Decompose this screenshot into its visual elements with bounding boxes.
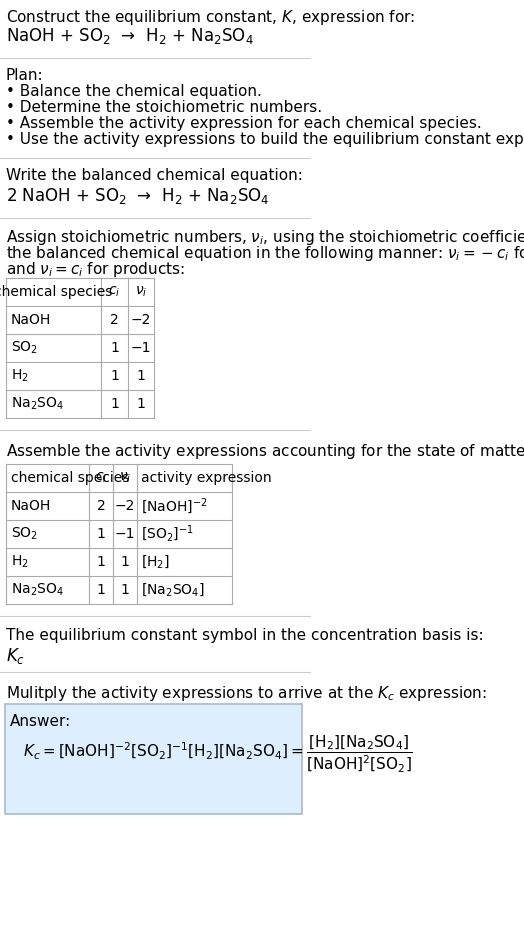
Text: Construct the equilibrium constant, $K$, expression for:: Construct the equilibrium constant, $K$,… <box>6 8 415 27</box>
Text: $K_c = [\mathrm{NaOH}]^{-2}[\mathrm{SO_2}]^{-1}[\mathrm{H_2}][\mathrm{Na_2SO_4}]: $K_c = [\mathrm{NaOH}]^{-2}[\mathrm{SO_2… <box>23 733 412 774</box>
Text: 1: 1 <box>96 583 105 597</box>
Text: • Determine the stoichiometric numbers.: • Determine the stoichiometric numbers. <box>6 100 322 115</box>
Text: and $\nu_i = c_i$ for products:: and $\nu_i = c_i$ for products: <box>6 260 185 279</box>
Text: chemical species: chemical species <box>0 285 113 299</box>
Text: $c_i$: $c_i$ <box>95 471 107 485</box>
Text: 1: 1 <box>137 369 146 383</box>
Text: −1: −1 <box>115 527 135 541</box>
Text: NaOH + SO$_2$  →  H$_2$ + Na$_2$SO$_4$: NaOH + SO$_2$ → H$_2$ + Na$_2$SO$_4$ <box>6 26 254 46</box>
Text: $\nu_i$: $\nu_i$ <box>135 284 147 300</box>
FancyBboxPatch shape <box>5 704 302 814</box>
Text: −2: −2 <box>131 313 151 327</box>
Text: $K_c$: $K_c$ <box>6 646 25 666</box>
Text: the balanced chemical equation in the following manner: $\nu_i = -c_i$ for react: the balanced chemical equation in the fo… <box>6 244 524 263</box>
Text: 1: 1 <box>110 369 119 383</box>
Text: Answer:: Answer: <box>9 714 71 729</box>
Text: Na$_2$SO$_4$: Na$_2$SO$_4$ <box>10 396 64 412</box>
Text: Assemble the activity expressions accounting for the state of matter and $\nu_i$: Assemble the activity expressions accoun… <box>6 442 524 461</box>
Text: [NaOH]$^{-2}$: [NaOH]$^{-2}$ <box>141 496 208 516</box>
Text: 2 NaOH + SO$_2$  →  H$_2$ + Na$_2$SO$_4$: 2 NaOH + SO$_2$ → H$_2$ + Na$_2$SO$_4$ <box>6 186 269 206</box>
Text: NaOH: NaOH <box>10 313 51 327</box>
Text: Assign stoichiometric numbers, $\nu_i$, using the stoichiometric coefficients, $: Assign stoichiometric numbers, $\nu_i$, … <box>6 228 524 247</box>
Text: 1: 1 <box>121 583 129 597</box>
Text: • Use the activity expressions to build the equilibrium constant expression.: • Use the activity expressions to build … <box>6 132 524 147</box>
Text: 1: 1 <box>110 341 119 355</box>
Text: −2: −2 <box>115 499 135 513</box>
Text: H$_2$: H$_2$ <box>10 553 28 571</box>
Text: activity expression: activity expression <box>141 471 272 485</box>
Text: Mulitply the activity expressions to arrive at the $K_c$ expression:: Mulitply the activity expressions to arr… <box>6 684 487 703</box>
Text: [SO$_2$]$^{-1}$: [SO$_2$]$^{-1}$ <box>141 524 194 544</box>
Text: $\nu_i$: $\nu_i$ <box>118 471 131 485</box>
Text: NaOH: NaOH <box>10 499 51 513</box>
Text: 2: 2 <box>110 313 119 327</box>
Text: [Na$_2$SO$_4$]: [Na$_2$SO$_4$] <box>141 582 205 598</box>
Text: 1: 1 <box>121 555 129 569</box>
Text: Na$_2$SO$_4$: Na$_2$SO$_4$ <box>10 582 64 598</box>
Text: −1: −1 <box>131 341 151 355</box>
Text: SO$_2$: SO$_2$ <box>10 340 38 357</box>
Text: • Balance the chemical equation.: • Balance the chemical equation. <box>6 84 262 99</box>
Text: 1: 1 <box>137 397 146 411</box>
Text: 1: 1 <box>110 397 119 411</box>
Text: H$_2$: H$_2$ <box>10 368 28 384</box>
Text: 1: 1 <box>96 527 105 541</box>
Text: The equilibrium constant symbol in the concentration basis is:: The equilibrium constant symbol in the c… <box>6 628 484 643</box>
Text: • Assemble the activity expression for each chemical species.: • Assemble the activity expression for e… <box>6 116 482 131</box>
Text: Plan:: Plan: <box>6 68 43 83</box>
Text: 1: 1 <box>96 555 105 569</box>
Text: Write the balanced chemical equation:: Write the balanced chemical equation: <box>6 168 303 183</box>
Text: 2: 2 <box>96 499 105 513</box>
Text: [H$_2$]: [H$_2$] <box>141 553 170 571</box>
Text: $c_i$: $c_i$ <box>108 284 121 300</box>
Text: chemical species: chemical species <box>10 471 129 485</box>
Text: SO$_2$: SO$_2$ <box>10 526 38 542</box>
